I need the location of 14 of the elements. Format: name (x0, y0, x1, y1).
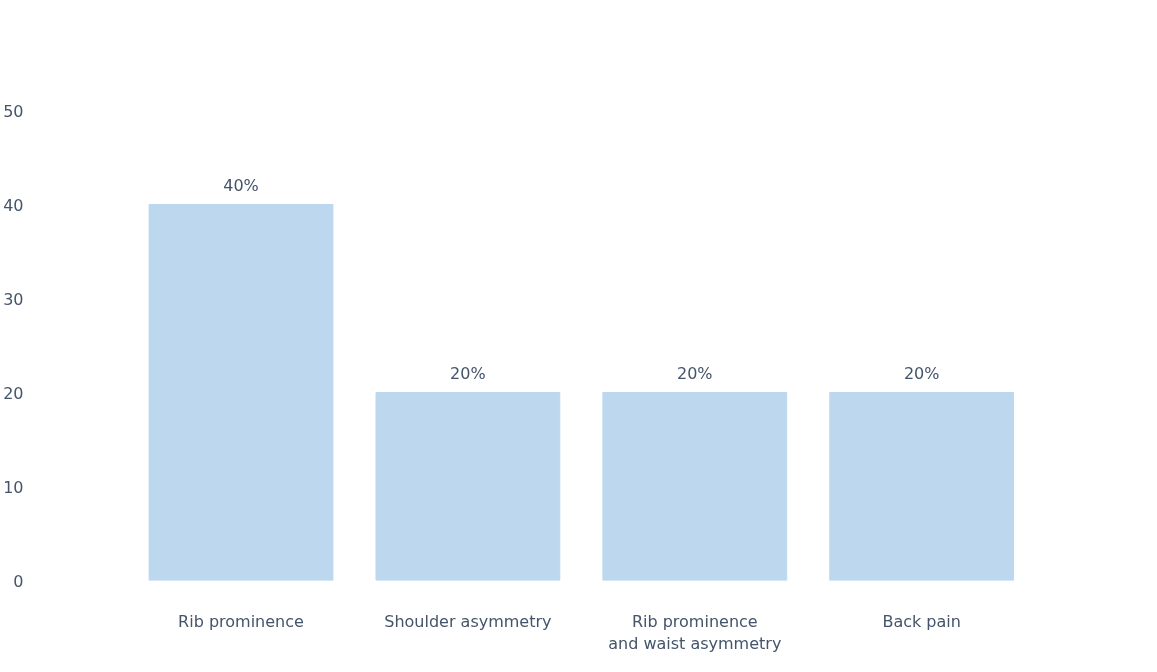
y-tick-label: 40 (3, 195, 24, 215)
x-tick-label: Back pain (882, 611, 961, 631)
data-label: 20% (677, 363, 713, 383)
x-tick-label: Rib prominence (178, 611, 304, 631)
data-label: 20% (903, 363, 940, 383)
y-tick-label: 20 (3, 383, 24, 403)
x-tick-label: Rib prominence and waist asymmetry (608, 611, 782, 654)
data-label: 20% (450, 363, 486, 383)
y-tick-label: 50 (3, 101, 24, 121)
x-tick-label: Shoulder asymmetry (384, 611, 552, 631)
y-tick-label: 10 (3, 477, 24, 497)
data-label: 40% (223, 175, 259, 195)
y-tick-label: 0 (13, 571, 24, 591)
y-tick-label: 30 (3, 289, 24, 309)
